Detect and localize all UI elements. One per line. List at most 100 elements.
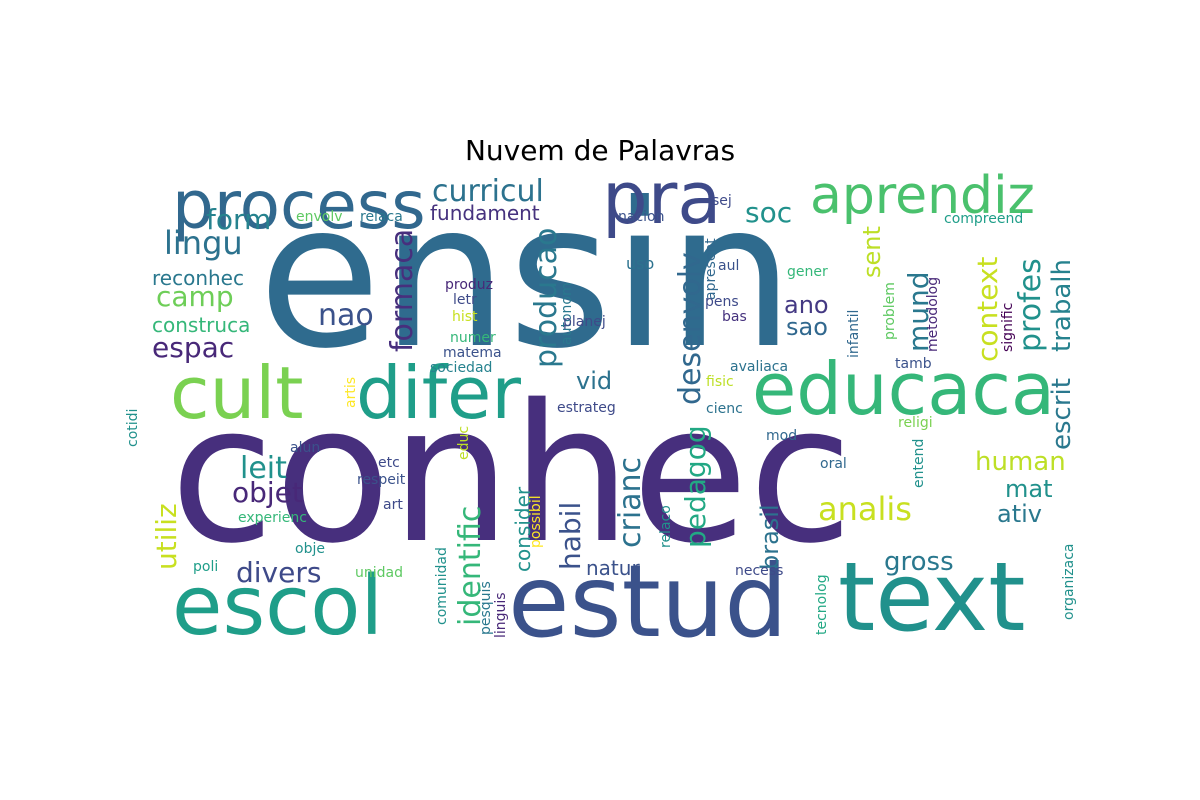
word-crianc: crianc: [613, 457, 648, 548]
word-nao: nao: [318, 298, 374, 333]
word-context: context: [971, 256, 1004, 362]
word-escrit: escrit: [1047, 378, 1077, 450]
word-camp: camp: [156, 280, 234, 313]
word-identific: identific: [453, 506, 488, 626]
word-oral: oral: [820, 456, 847, 472]
word-etc: etc: [378, 455, 400, 471]
word-vid: vid: [576, 367, 612, 395]
word-gross: gross: [884, 547, 954, 577]
word-soc: soc: [745, 196, 792, 229]
word-lingu: lingu: [164, 224, 243, 262]
word-natur: natur: [586, 556, 640, 580]
word-possibil: possibil: [528, 495, 544, 548]
word-human: human: [975, 447, 1066, 477]
word-process: process: [172, 167, 426, 244]
word-pens: pens: [705, 294, 739, 310]
word-bas: bas: [722, 309, 747, 325]
word-trabalh: trabalh: [1047, 259, 1077, 352]
word-mod: mod: [766, 428, 797, 444]
word-obje: obje: [295, 541, 325, 557]
word-consider: consider: [511, 486, 535, 572]
word-nacion: nacion: [618, 209, 664, 225]
word-infantil: infantil: [846, 310, 862, 358]
word-formaca: formaca: [385, 229, 420, 352]
word-sej: sej: [712, 193, 732, 209]
word-avaliaca: avaliaca: [730, 359, 788, 375]
word-ensin: ensin: [258, 160, 794, 393]
word-construca: construca: [152, 313, 250, 337]
word-aprendiz: aprendiz: [810, 166, 1035, 226]
word-alun: alun: [290, 440, 320, 456]
word-comunidad: comunidad: [434, 547, 450, 625]
word-pesquis: pesquis: [478, 581, 494, 635]
word-objet: objet: [232, 476, 303, 509]
word-linguis: linguis: [493, 592, 509, 638]
word-experienc: experienc: [238, 510, 307, 526]
word-ano: ano: [784, 291, 829, 319]
word-letr: letr: [453, 292, 477, 308]
word-cienc: cienc: [706, 401, 743, 417]
word-aul: aul: [718, 258, 739, 274]
word-producao: producao: [529, 228, 564, 368]
word-planej: planej: [563, 314, 606, 330]
word-necess: necess: [735, 563, 783, 579]
word-unidad: unidad: [355, 565, 403, 581]
word-pra: pra: [602, 156, 721, 240]
word-respeit: respeit: [357, 472, 406, 488]
word-educ: educ: [456, 426, 472, 460]
word-produz: produz: [445, 277, 493, 293]
word-brasil: brasil: [756, 504, 784, 570]
word-apresent: apresent: [703, 238, 719, 300]
word-habil: habil: [554, 502, 587, 570]
word-envolv: envolv: [296, 209, 343, 225]
word-mat: mat: [1005, 475, 1053, 503]
word-espac: espac: [152, 331, 234, 364]
word-fisic: fisic: [706, 374, 734, 390]
word-tamb: tamb: [895, 356, 932, 372]
word-gener: gener: [787, 264, 828, 280]
word-problem: problem: [882, 282, 898, 340]
word-conhec: conhec: [170, 364, 853, 585]
word-relaca: relaca: [360, 209, 403, 225]
word-pedagog: pedagog: [679, 425, 712, 548]
word-educaca: educaca: [752, 347, 1055, 431]
word-curricul: curricul: [432, 174, 544, 209]
word-poli: poli: [193, 559, 218, 575]
word-hist: hist: [452, 309, 478, 325]
word-reconhec: reconhec: [152, 266, 244, 290]
word-organizaca: organizaca: [1061, 543, 1077, 620]
word-form: form: [206, 203, 271, 236]
word-leit: leit: [240, 451, 287, 486]
word-ativ: ativ: [997, 500, 1042, 528]
word-mund: mund: [902, 271, 935, 352]
word-estrateg: estrateg: [557, 400, 616, 416]
word-tecnolog: tecnolog: [814, 574, 830, 635]
word-signific: signific: [1000, 303, 1016, 352]
word-religi: religi: [898, 415, 933, 431]
word-divers: divers: [236, 556, 321, 589]
word-fundament: fundament: [430, 201, 540, 225]
word-profes: profes: [1013, 258, 1048, 352]
word-cult: cult: [170, 351, 303, 435]
word-entend: entend: [911, 439, 927, 488]
word-compreend: compreend: [944, 211, 1023, 227]
word-relaco: relaco: [658, 505, 674, 548]
word-difer: difer: [356, 351, 521, 435]
word-escol: escol: [172, 559, 383, 654]
word-metodolog: metodolog: [925, 277, 941, 352]
word-sao: sao: [786, 313, 828, 341]
word-text: text: [838, 543, 1026, 653]
word-estud: estud: [508, 543, 788, 660]
word-sent: sent: [858, 226, 886, 278]
wordcloud-title: Nuvem de Palavras: [464, 134, 736, 167]
word-matema: matema: [443, 345, 502, 361]
word-desenvolv: desenvolv: [673, 252, 708, 405]
word-sociedad: sociedad: [430, 360, 492, 376]
word-art: art: [383, 497, 403, 513]
word-autonom: autonom: [559, 282, 575, 345]
word-uso: uso: [626, 254, 654, 273]
word-artis: artis: [343, 377, 359, 408]
word-cotidi: cotidi: [125, 409, 141, 447]
word-analis: analis: [818, 490, 912, 528]
